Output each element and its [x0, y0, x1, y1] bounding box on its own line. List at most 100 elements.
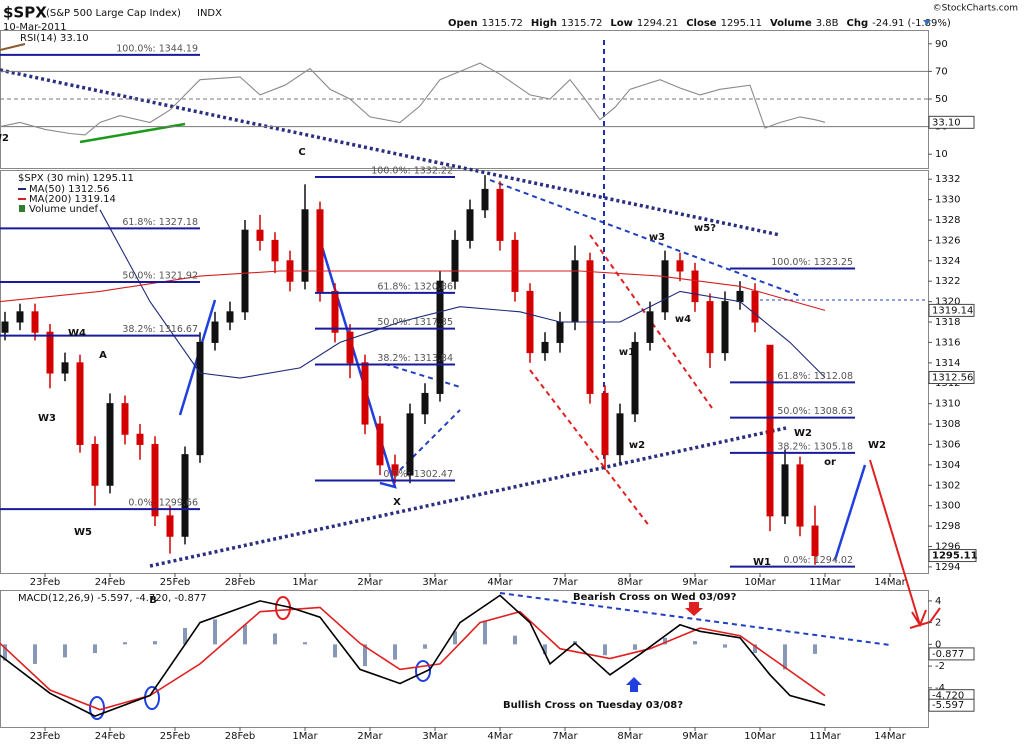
y-tick-label: 1330 [935, 195, 960, 206]
candle-body [481, 188, 489, 211]
wave-line [318, 239, 397, 489]
fib-label: 100.0%: 1332.22 [371, 165, 453, 176]
wave-label: W1 [753, 557, 771, 568]
x-tick-label: 10Mar [744, 577, 776, 588]
value-tag-label: -0.877 [932, 649, 964, 660]
series-line [0, 62, 826, 136]
bearish-arrow [685, 602, 703, 616]
candle-body [616, 413, 624, 456]
dropdown-arrow[interactable] [923, 20, 931, 25]
wave-label: or [824, 457, 836, 468]
forecast-arrow [869, 459, 927, 628]
quote-label: Low [610, 18, 632, 29]
x-tick-label: 3Mar [422, 731, 448, 742]
value-tag [928, 115, 975, 129]
candle-body [541, 341, 549, 354]
y-tick-label: 50 [935, 94, 948, 105]
histogram-bar [453, 631, 457, 645]
histogram-bar [243, 624, 247, 645]
candle-body [91, 443, 99, 486]
x-tick-label: 8Mar [617, 577, 643, 588]
trendline [0, 68, 781, 237]
histogram-bar [3, 644, 7, 661]
x-tick-label: 28Feb [225, 731, 255, 742]
x-tick-label: 1Mar [292, 731, 318, 742]
y-tick-label: 1300 [935, 501, 960, 512]
x-tick-label: 7Mar [552, 731, 578, 742]
candle-body [151, 443, 159, 517]
candle-body [211, 321, 219, 343]
candle-body [661, 260, 669, 313]
x-tick-label: 11Mar [809, 731, 841, 742]
candle-body [511, 239, 519, 292]
candle-body [706, 301, 714, 354]
candle-body [391, 464, 399, 476]
x-tick-label: 1Mar [292, 577, 318, 588]
y-tick-label: 1302 [935, 480, 960, 491]
quote-value: -24.91 (-1.89%) [872, 18, 951, 29]
legend-entry: Volume undef [29, 204, 99, 215]
candle-body [796, 464, 804, 527]
y-tick-label: 1306 [935, 439, 960, 450]
histogram-bar [63, 644, 67, 658]
value-tag-label: 1312.56 [932, 373, 973, 384]
candle-body [601, 392, 609, 456]
candle-body [106, 403, 114, 486]
histogram-bar [663, 637, 667, 645]
y-tick-label: 1308 [935, 419, 960, 430]
x-tick-label: 28Feb [225, 577, 255, 588]
x-tick-label: 23Feb [30, 731, 60, 742]
candle-body [466, 209, 474, 241]
histogram-bar [543, 644, 547, 655]
value-tag [928, 549, 977, 563]
candle-body [31, 311, 39, 333]
rsi-trendline [0, 43, 26, 51]
candle-body [571, 260, 579, 323]
quote: Open 1315.72 High 1315.72 Low 1294.21 Close 129… [448, 18, 951, 29]
candle-body [361, 362, 369, 425]
fib-label: 61.8%: 1327.18 [122, 217, 198, 228]
value-tag-label: -4.720 [932, 691, 964, 702]
x-tick-label: 25Feb [160, 577, 190, 588]
series-line [99, 209, 826, 379]
candle-body [556, 321, 564, 343]
quote-label: High [531, 18, 557, 29]
candle-body [436, 280, 444, 394]
bullish-arrow [626, 677, 642, 692]
x-tick-label: 4Mar [487, 731, 513, 742]
candle-body [691, 270, 699, 303]
fib-label: 38.2%: 1313.84 [377, 353, 453, 364]
candle-body [451, 239, 459, 282]
quote-value: 1315.72 [561, 18, 602, 29]
cross-circle [415, 660, 431, 682]
quote-label: Volume [770, 18, 812, 29]
histogram-bar [123, 642, 127, 645]
wave-label: w2 [629, 440, 645, 451]
legend-entry: MA(50) 1312.56 [29, 184, 110, 195]
x-tick-label: 7Mar [552, 577, 578, 588]
histogram-bar [333, 644, 337, 658]
quote-label: Close [686, 18, 717, 29]
histogram-bar [513, 635, 517, 645]
value-tag-label: 33.10 [932, 117, 961, 128]
fib-label: 61.8%: 1320.86 [377, 281, 453, 292]
x-tick-label: 24Feb [95, 577, 125, 588]
candle-body [421, 392, 429, 415]
quote-label: Chg [847, 18, 869, 29]
wave-label: A [99, 350, 107, 361]
candle-body [301, 209, 309, 282]
y-tick-label: 1296 [935, 541, 960, 552]
x-tick-label: 14Mar [874, 577, 906, 588]
candle-body [676, 260, 684, 272]
wave-label: W2 [868, 440, 886, 451]
candle-body [526, 290, 534, 354]
y-tick-label: 1294 [935, 562, 960, 573]
y-tick-label: 1320 [935, 297, 960, 308]
macd-trendline [499, 592, 891, 646]
histogram-bar [783, 644, 787, 670]
histogram-bar [273, 633, 277, 645]
candle-body [16, 311, 24, 323]
candle-body [226, 311, 234, 323]
value-tag-label: -5.597 [932, 700, 964, 711]
candle-body [121, 403, 129, 435]
